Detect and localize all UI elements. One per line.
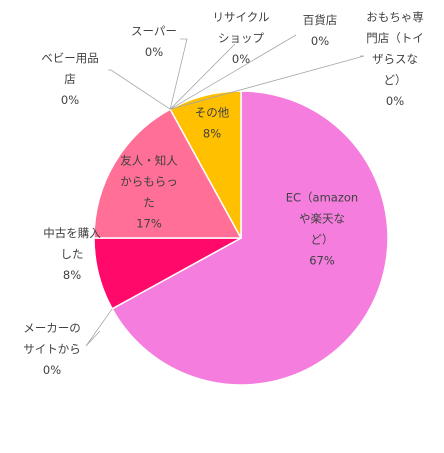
data-label-slice-7: 百貨店 0% bbox=[303, 13, 338, 48]
data-label-slice-3: 友人・知人からもらった 17% bbox=[120, 154, 178, 231]
data-label-slice-2: 中古を購入した 8% bbox=[43, 226, 101, 282]
leader-line-slice-6 bbox=[169, 43, 236, 110]
data-label-slice-4: ベビー用品店 0% bbox=[41, 51, 99, 107]
leader-line-slice-1 bbox=[85, 308, 113, 347]
data-label-slice-9: その他 8% bbox=[195, 106, 230, 141]
data-label-slice-1: メーカーのサイトから 0% bbox=[23, 321, 81, 377]
leader-line-slice-7 bbox=[169, 34, 297, 110]
pie-slice-3 bbox=[93, 108, 243, 239]
data-label-slice-5: スーパー 0% bbox=[131, 24, 177, 59]
leader-line-slice-5 bbox=[169, 38, 188, 110]
leader-line-slice-8 bbox=[170, 55, 365, 110]
leader-line-slice-4 bbox=[108, 69, 171, 110]
data-label-slice-0: EC（amazon や楽天など） 67% bbox=[286, 191, 358, 268]
pie-labels: EC（amazon や楽天など） 67% メーカーのサイトから 0% 中古を購入した 8% 友… bbox=[23, 10, 424, 377]
pie-slice-0 bbox=[111, 90, 389, 386]
data-label-slice-8: おもちゃ専門店（トイザらスなど） 0% bbox=[366, 10, 424, 108]
data-label-slice-6: リサイクルショップ 0% bbox=[213, 10, 270, 66]
pie-slices bbox=[93, 90, 389, 386]
